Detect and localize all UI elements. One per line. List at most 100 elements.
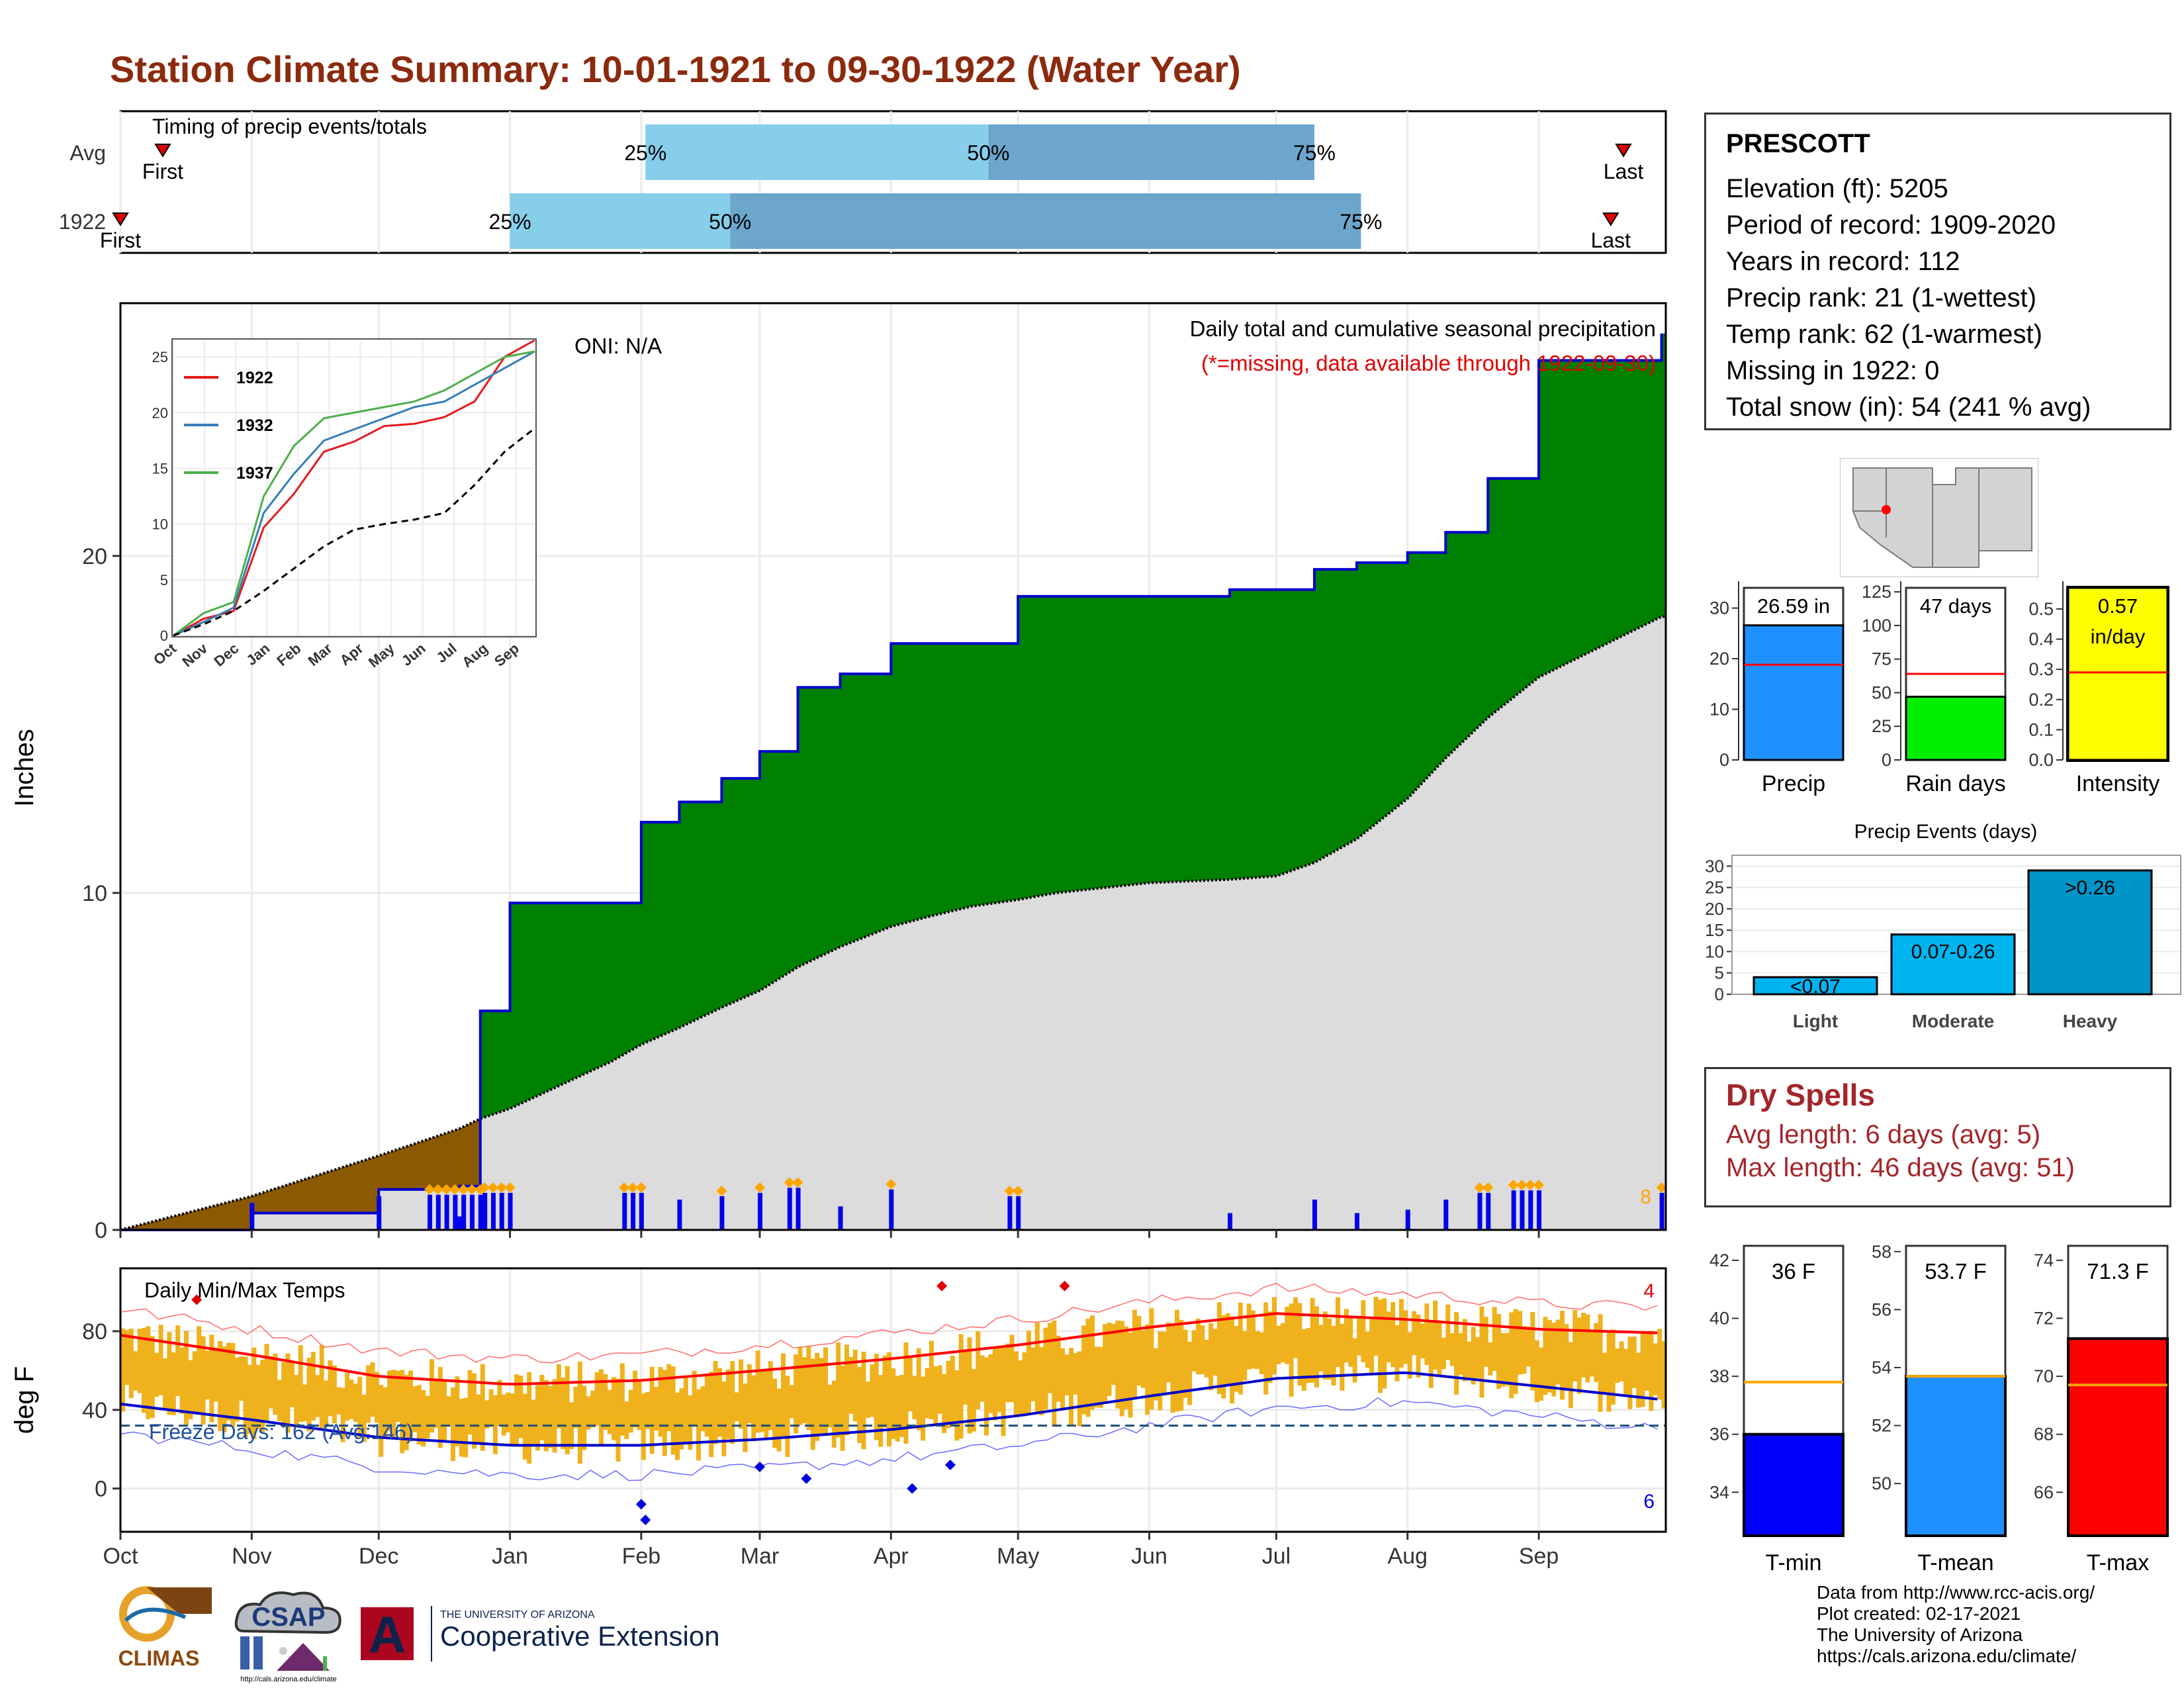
daily-temp-bar (1153, 1348, 1158, 1401)
daily-temp-bar (573, 1386, 578, 1429)
temp-summary-y-tick: 72 (2034, 1309, 2054, 1329)
events-y-tick: 30 (1705, 856, 1724, 876)
daily-precip-bar (478, 1194, 483, 1230)
summary-bars-panel: 0 10 20 30 26.59 in Precip 0 25 50 75 100 125 47 day… (1709, 581, 2169, 796)
station-precip-rank: Precip rank: 21 (1-wettest) (1726, 283, 2037, 312)
daily-temp-bar (1085, 1319, 1091, 1417)
month-axis: Oct Nov Dec Jan Feb Mar Apr May Jun Jul Aug Sep (103, 1544, 1559, 1569)
daily-temp-bar (925, 1368, 930, 1419)
daily-temp-bar (1373, 1296, 1379, 1356)
events-y-tick: 0 (1715, 984, 1724, 1004)
daily-temp-bar (1534, 1340, 1539, 1403)
first-event-marker (112, 212, 129, 226)
inset-legend-label: 1937 (236, 464, 273, 483)
daily-temp-bar (903, 1342, 909, 1444)
daily-temp-bar (1522, 1326, 1527, 1374)
daily-temp-bar (1267, 1311, 1273, 1383)
daily-temp-bar (264, 1344, 269, 1423)
temp-summary-y-tick: 68 (2034, 1425, 2054, 1444)
summary-value-label: 47 days (1920, 594, 1992, 618)
inset-y-tick: 15 (152, 461, 168, 477)
daily-temp-bar (1077, 1351, 1082, 1427)
daily-temp-bar (1136, 1316, 1142, 1386)
daily-temp-bar (1001, 1345, 1006, 1436)
daily-temp-bar (1115, 1320, 1120, 1409)
daily-temp-bar (1649, 1331, 1654, 1411)
precip-event-category: Heavy (2063, 1011, 2118, 1031)
timing-q75-label: 75% (1293, 141, 1336, 165)
events-y-tick: 25 (1705, 878, 1724, 898)
daily-temp-bar (615, 1378, 621, 1462)
daily-temp-bar (942, 1374, 947, 1433)
daily-precip-bar (428, 1194, 432, 1230)
temp-summary-y-tick: 52 (1872, 1416, 1891, 1436)
daily-precip-bar (461, 1194, 467, 1230)
daily-temp-bar (730, 1361, 735, 1444)
temp-summary-y-tick: 42 (1709, 1250, 1729, 1270)
summary-y-tick: 30 (1709, 598, 1729, 618)
events-y-tick: 15 (1705, 920, 1724, 940)
last-event-label: Last (1604, 160, 1644, 183)
snow-event-marker (784, 1177, 795, 1188)
daily-temp-bar (848, 1356, 854, 1414)
daily-temp-bar (1331, 1325, 1336, 1386)
last-event-marker (1615, 144, 1632, 158)
daily-temp-bar (1543, 1317, 1548, 1395)
daily-temp-bar (1285, 1307, 1290, 1364)
daily-temp-bar (836, 1342, 841, 1438)
deficit-area (124, 1119, 480, 1230)
daily-temp-bar (1445, 1304, 1451, 1360)
daily-temp-bar (1242, 1331, 1248, 1381)
daily-temp-bar (1525, 1327, 1531, 1367)
precip-y-tick: 20 (82, 544, 107, 569)
daily-temp-bar (569, 1402, 574, 1450)
daily-temp-bar (679, 1388, 684, 1450)
station-snow: Total snow (in): 54 (241 % avg) (1726, 393, 2091, 422)
first-event-label: First (142, 160, 183, 183)
summary-category-label: Intensity (2076, 771, 2160, 796)
daily-precip-bar (1520, 1190, 1525, 1230)
daily-temp-bar (294, 1375, 299, 1425)
timing-q25-label: 25% (624, 141, 666, 165)
daily-temp-bar (1322, 1311, 1328, 1380)
temperature-summary-panel: 34 36 38 40 42 36 F T-min 50 52 54 56 58 53.7 F T-mea… (1709, 1242, 2169, 1575)
daily-temp-bar (1034, 1323, 1040, 1414)
month-tick-label: Nov (232, 1544, 271, 1569)
daily-temp-bar (1310, 1297, 1315, 1383)
daily-temp-bar (1289, 1303, 1294, 1397)
summary-value-label: 26.59 in (1757, 594, 1830, 618)
timing-q25-label: 25% (489, 210, 531, 234)
first-event-marker (154, 144, 171, 158)
snow-event-marker (1004, 1186, 1015, 1197)
daily-temp-bar (713, 1361, 718, 1444)
daily-temp-bar (340, 1387, 345, 1442)
daily-temp-bar (306, 1358, 312, 1432)
daily-temp-bar (1009, 1335, 1015, 1403)
daily-temp-bar (1191, 1330, 1197, 1372)
daily-precip-bar (1228, 1213, 1233, 1230)
station-info-box: PRESCOTT Elevation (ft): 5205 Period of … (1704, 113, 2171, 430)
record-low-marker (801, 1473, 812, 1484)
daily-temp-bar (1149, 1308, 1154, 1410)
daily-temp-bar (1140, 1330, 1146, 1388)
climas-logo: CLIMAS (106, 1581, 218, 1680)
daily-temp-bar (1022, 1352, 1027, 1417)
temp-summary-category: T-mean (1917, 1550, 1993, 1575)
daily-temp-bar (1398, 1299, 1404, 1368)
daily-temp-bar (764, 1368, 769, 1439)
daily-temp-bar (1657, 1329, 1662, 1400)
station-temp-rank: Temp rank: 62 (1-warmest) (1726, 320, 2042, 349)
daily-temp-bar (1585, 1314, 1590, 1383)
inset-legend-label: 1922 (236, 369, 273, 387)
daily-temp-bar (273, 1353, 278, 1415)
daily-precip-bar (787, 1188, 792, 1230)
snow-event-marker (1525, 1180, 1536, 1191)
daily-temp-bar (366, 1365, 371, 1423)
daily-temp-bar (497, 1380, 502, 1427)
daily-temp-bar (1623, 1348, 1629, 1395)
summary-value-label: in/day (2091, 625, 2146, 648)
daily-precip-bar (457, 1216, 462, 1230)
snow-event-marker (1508, 1180, 1519, 1191)
daily-temp-bar (852, 1349, 858, 1422)
daily-temp-bar (857, 1367, 862, 1443)
